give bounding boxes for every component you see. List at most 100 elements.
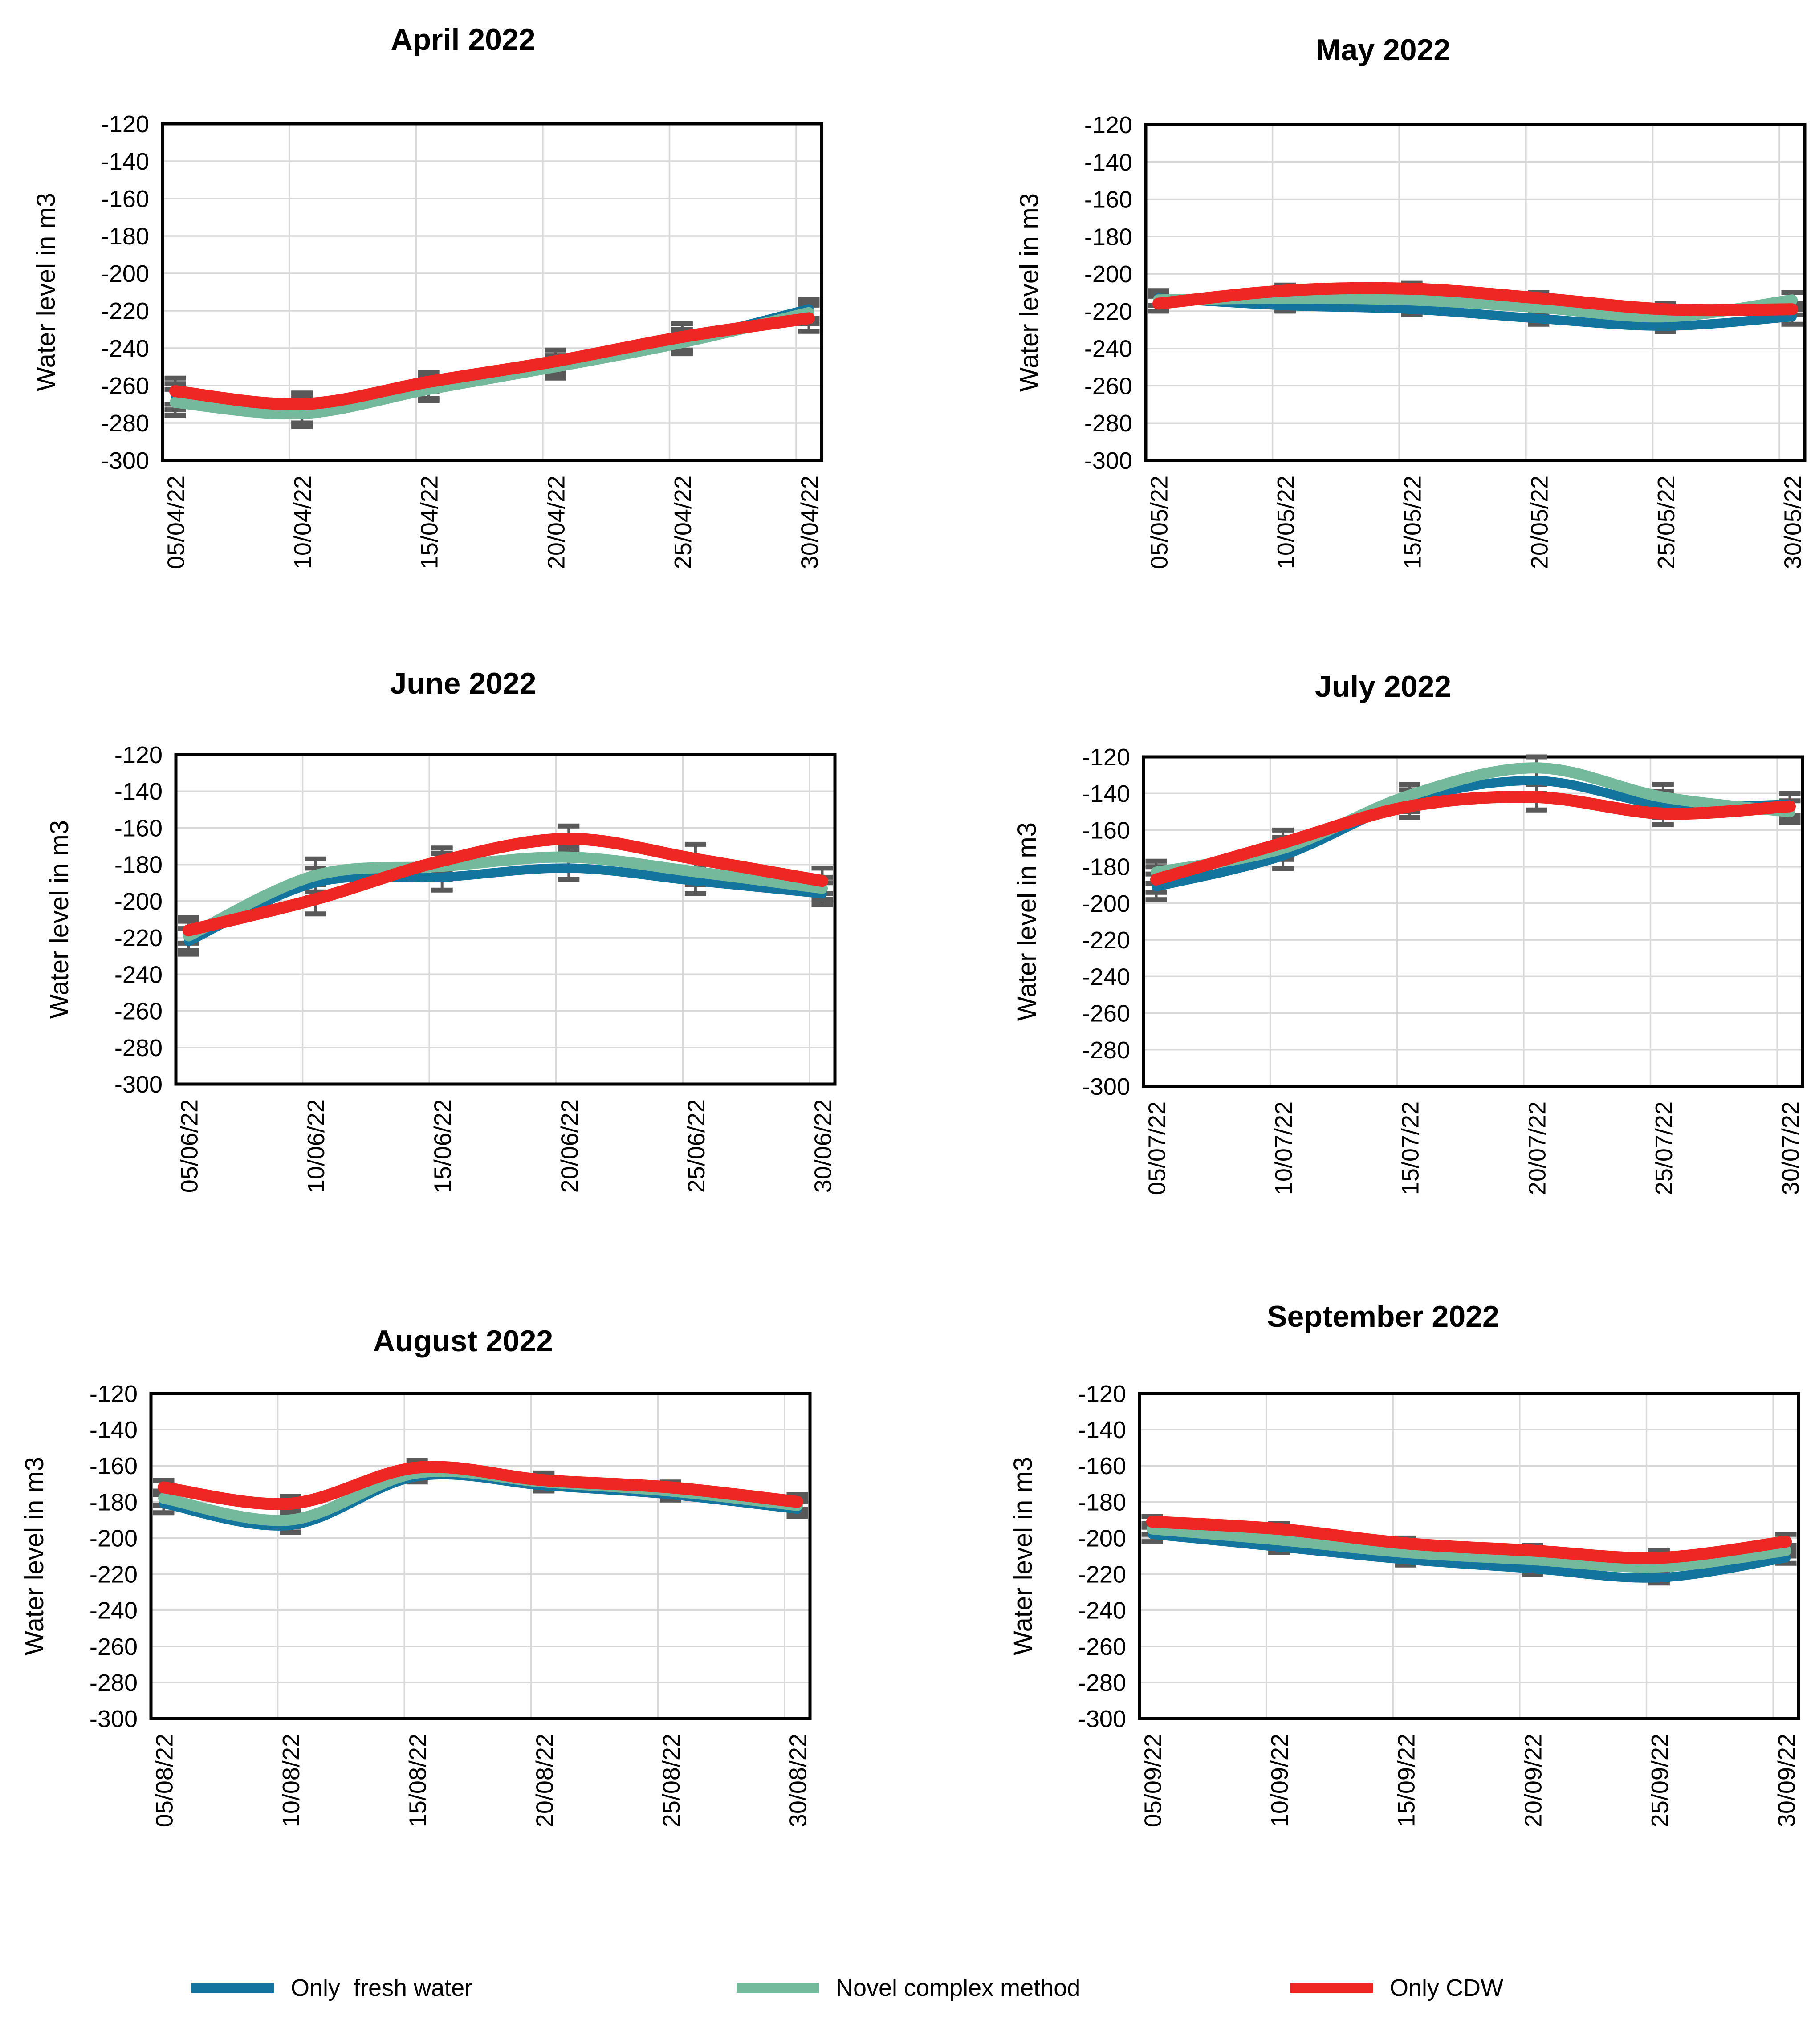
x-tick-label: 25/09/22 bbox=[1647, 1734, 1673, 1827]
y-tick-label: -280 bbox=[90, 1670, 138, 1696]
y-tick-label: -200 bbox=[1082, 890, 1130, 917]
y-tick-label: -160 bbox=[1078, 1453, 1126, 1479]
series-line-fresh-water bbox=[1148, 1529, 1791, 1583]
y-tick-label: -160 bbox=[114, 815, 163, 841]
y-tick-label: -260 bbox=[1078, 1634, 1126, 1660]
x-tick-label: 30/06/22 bbox=[810, 1099, 837, 1193]
y-tick-label: -200 bbox=[1084, 261, 1132, 288]
legend-label: Only fresh water bbox=[291, 1975, 473, 2001]
legend-swatch-novel-complex bbox=[737, 1983, 819, 1993]
x-tick-label: 05/05/22 bbox=[1146, 475, 1173, 569]
x-tick-label: 20/08/22 bbox=[531, 1734, 558, 1827]
x-tick-label: 05/09/22 bbox=[1140, 1734, 1167, 1827]
y-tick-label: -220 bbox=[1082, 927, 1130, 954]
chart-panel-june-2022: -120 -140 -160 -180 -200 -220 -240 -260 -280 -300… bbox=[0, 623, 908, 1269]
y-tick-label: -240 bbox=[114, 961, 163, 988]
y-tick-label: -160 bbox=[1084, 187, 1132, 213]
plot-border bbox=[149, 1392, 812, 1720]
x-tick-label: 30/07/22 bbox=[1778, 1101, 1804, 1195]
x-tick-label: 10/04/22 bbox=[289, 475, 316, 569]
y-tick-label: -180 bbox=[1084, 223, 1132, 250]
x-tick-label: 10/09/22 bbox=[1266, 1734, 1293, 1827]
x-tick-label: 15/06/22 bbox=[430, 1099, 456, 1193]
y-tick-label: -240 bbox=[1082, 963, 1130, 990]
x-tick-label: 25/06/22 bbox=[683, 1099, 710, 1193]
x-tick-label: 30/04/22 bbox=[797, 475, 823, 569]
y-tick-label: -280 bbox=[101, 410, 149, 437]
y-tick-label: -220 bbox=[114, 925, 163, 951]
plot-border bbox=[1138, 1392, 1800, 1720]
x-tick-label: 25/07/22 bbox=[1651, 1101, 1677, 1195]
y-tick-label: -260 bbox=[101, 373, 149, 399]
line-chart-july-2022: -120 -140 -160 -180 -200 -220 -240 -260 -280 -300… bbox=[1013, 670, 1804, 1195]
x-tick-label: 15/04/22 bbox=[416, 475, 443, 569]
line-chart-april-2022: -120 -140 -160 -180 -200 -220 -240 -260 -280 -300… bbox=[32, 23, 823, 569]
legend-item-novel-complex: Novel complex method bbox=[737, 1972, 1080, 2003]
plot-border bbox=[174, 753, 837, 1086]
y-axis-title: Water level in m3 bbox=[1009, 1457, 1038, 1655]
y-tick-label: -120 bbox=[1078, 1381, 1126, 1407]
y-tick-label: -140 bbox=[90, 1417, 138, 1443]
x-tick-label: 25/08/22 bbox=[658, 1734, 685, 1827]
y-tick-label: -300 bbox=[114, 1071, 163, 1098]
x-tick-label: 25/04/22 bbox=[670, 475, 696, 569]
series-line-fresh-water bbox=[1154, 293, 1797, 331]
chart-legend: Only fresh water Novel complex method On… bbox=[0, 1937, 1815, 2044]
x-tick-label: 30/09/22 bbox=[1774, 1734, 1800, 1827]
y-tick-label: -240 bbox=[90, 1597, 138, 1624]
series-line-fresh-water bbox=[184, 863, 827, 946]
y-tick-label: -180 bbox=[114, 852, 163, 878]
x-tick-label: 20/04/22 bbox=[543, 475, 570, 569]
series-line-fresh-water bbox=[171, 304, 814, 415]
line-chart-september-2022: -120 -140 -160 -180 -200 -220 -240 -260 -280 -300… bbox=[1009, 1300, 1800, 1827]
y-tick-label: -300 bbox=[101, 447, 149, 474]
y-tick-label: -140 bbox=[101, 148, 149, 175]
x-tick-label: 05/06/22 bbox=[176, 1099, 203, 1193]
y-tick-label: -280 bbox=[1078, 1670, 1126, 1696]
chart-title: September 2022 bbox=[1267, 1300, 1499, 1333]
x-tick-label: 05/08/22 bbox=[151, 1734, 178, 1827]
charts-grid: -120 -140 -160 -180 -200 -220 -240 -260 -280 -300… bbox=[0, 23, 1807, 1827]
series-line-cdw bbox=[1146, 1516, 1792, 1564]
x-tick-label: 10/05/22 bbox=[1273, 475, 1299, 569]
legend-swatch-cdw bbox=[1290, 1983, 1373, 1993]
y-tick-label: -120 bbox=[1082, 744, 1130, 771]
chart-title: June 2022 bbox=[390, 666, 537, 700]
y-tick-label: -300 bbox=[1084, 447, 1132, 474]
series-line-cdw bbox=[169, 312, 815, 410]
x-tick-label: 10/08/22 bbox=[278, 1734, 305, 1827]
series-line-novel-complex bbox=[1147, 1523, 1791, 1573]
legend-swatch-fresh-water bbox=[191, 1983, 274, 1993]
series-line-novel-complex bbox=[183, 851, 828, 942]
x-tick-label: 05/07/22 bbox=[1144, 1101, 1171, 1195]
y-axis-title: Water level in m3 bbox=[1015, 193, 1044, 392]
x-tick-label: 25/05/22 bbox=[1653, 475, 1680, 569]
plot-border bbox=[1144, 123, 1807, 462]
legend-item-cdw: Only CDW bbox=[1290, 1972, 1503, 2003]
y-tick-label: -160 bbox=[90, 1453, 138, 1479]
line-chart-may-2022: -120 -140 -160 -180 -200 -220 -240 -260 -280 -300… bbox=[1015, 33, 1807, 569]
y-axis-title: Water level in m3 bbox=[45, 820, 74, 1019]
x-tick-label: 30/08/22 bbox=[785, 1734, 812, 1827]
x-tick-label: 15/09/22 bbox=[1393, 1734, 1420, 1827]
y-tick-label: -140 bbox=[1084, 149, 1132, 176]
y-axis-title: Water level in m3 bbox=[32, 193, 61, 391]
y-tick-label: -180 bbox=[90, 1489, 138, 1516]
plot-border bbox=[1142, 755, 1804, 1088]
y-tick-label: -300 bbox=[1078, 1706, 1126, 1732]
y-tick-label: -140 bbox=[114, 778, 163, 805]
y-tick-label: -120 bbox=[90, 1381, 138, 1407]
series-line-cdw bbox=[1152, 282, 1798, 317]
y-tick-label: -140 bbox=[1082, 780, 1130, 807]
y-tick-label: -220 bbox=[101, 298, 149, 325]
x-tick-label: 20/07/22 bbox=[1524, 1101, 1550, 1195]
y-tick-label: -160 bbox=[101, 186, 149, 212]
line-chart-june-2022: -120 -140 -160 -180 -200 -220 -240 -260 -280 -300… bbox=[45, 666, 837, 1193]
x-tick-label: 10/06/22 bbox=[303, 1099, 330, 1193]
y-tick-label: -280 bbox=[1082, 1037, 1130, 1064]
y-tick-label: -260 bbox=[114, 998, 163, 1025]
series-line-cdw bbox=[1150, 791, 1796, 886]
series-line-fresh-water bbox=[1152, 776, 1795, 892]
y-tick-label: -260 bbox=[1082, 1000, 1130, 1027]
